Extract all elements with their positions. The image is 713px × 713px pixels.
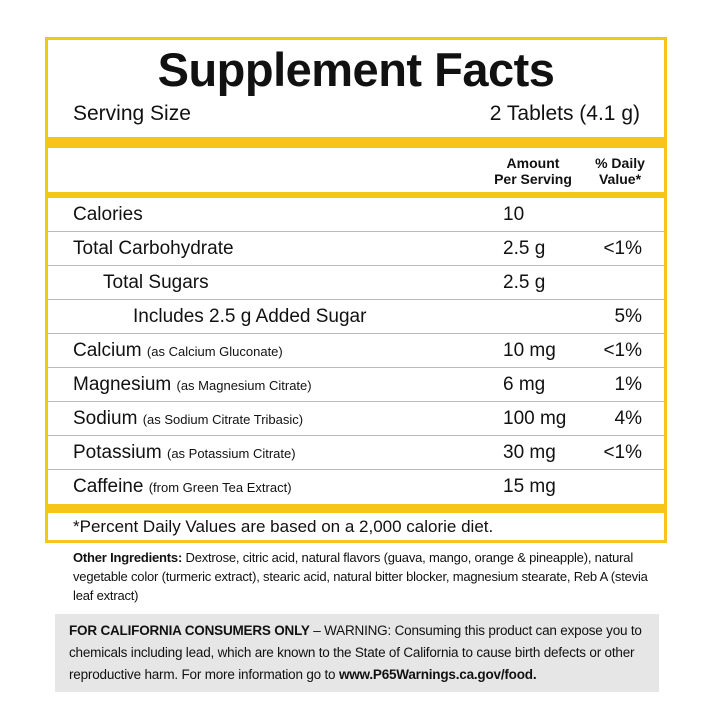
amount: 15 mg [503,476,556,497]
column-header: Amount Per Serving % Daily Value* [48,148,664,192]
daily-value: 4% [614,408,642,429]
divider-bar [48,504,664,513]
nutrient-row: Includes 2.5 g Added Sugar 5% [48,300,664,334]
nutrient-label: Includes 2.5 g Added Sugar [133,306,367,327]
warning-text: – WARNING: Consuming this product can ex… [69,623,642,682]
nutrient-name: Caffeine (from Green Tea Extract) [73,470,292,505]
nutrient-row: Total Sugars 2.5 g [48,266,664,300]
footnote: *Percent Daily Values are based on a 2,0… [73,517,494,536]
nutrient-label: Potassium [73,442,162,463]
amount: 2.5 g [503,272,546,293]
nutrient-name: Magnesium (as Magnesium Citrate) [73,368,312,403]
other-label: Other Ingredients: [73,550,183,565]
daily-value: 1% [614,374,642,395]
nutrient-label: Caffeine [73,476,144,497]
nutrient-row: Calcium (as Calcium Gluconate) 10 mg <1% [48,334,664,368]
daily-value: 5% [614,306,642,327]
nutrient-label: Calories [73,204,143,225]
amount-header: Amount Per Serving [483,155,583,187]
serving-size: Serving Size 2 Tablets (4.1 g) [48,99,664,129]
nutrient-row: Potassium (as Potassium Citrate) 30 mg <1% [48,436,664,470]
nutrient-source: (as Calcium Gluconate) [146,344,283,359]
divider-bar [48,192,664,198]
amount: 6 mg [503,374,546,395]
daily-value: <1% [603,442,642,463]
other-ingredients: Other Ingredients: Dextrose, citric acid… [73,548,653,605]
daily-value: <1% [603,238,642,259]
serving-value: 2 Tablets (4.1 g) [489,102,640,125]
nutrient-source: (from Green Tea Extract) [148,480,292,495]
nutrient-source: (as Potassium Citrate) [166,446,296,461]
header-line: Per Serving [494,171,572,187]
nutrient-name: Calories [73,198,143,232]
daily-value: <1% [603,340,642,361]
nutrient-name: Total Carbohydrate [73,232,234,266]
header-line: Value* [598,171,642,187]
nutrient-row: Caffeine (from Green Tea Extract) 15 mg [48,470,664,504]
nutrient-name: Potassium (as Potassium Citrate) [73,436,296,471]
nutrient-name: Total Sugars [103,266,209,300]
supplement-facts-panel: Supplement Facts Serving Size 2 Tablets … [45,37,667,543]
nutrient-rows: Calories 10 Total Carbohydrate 2.5 g <1% Tota… [48,198,664,504]
amount: 10 mg [503,340,556,361]
nutrient-label: Total Carbohydrate [73,238,234,259]
warning-box: FOR CALIFORNIA CONSUMERS ONLY – WARNING:… [55,614,659,692]
nutrient-name: Includes 2.5 g Added Sugar [133,300,366,334]
nutrient-row: Calories 10 [48,198,664,232]
nutrient-source: (as Magnesium Citrate) [176,378,312,393]
other-text: Dextrose, citric acid, natural flavors (… [73,550,648,603]
nutrient-source: (as Sodium Citrate Tribasic) [142,412,304,427]
nutrient-name: Sodium (as Sodium Citrate Tribasic) [73,402,303,437]
amount: 2.5 g [503,238,546,259]
title: Supplement Facts [157,43,555,96]
nutrient-label: Total Sugars [103,272,209,293]
nutrient-name: Calcium (as Calcium Gluconate) [73,334,283,369]
header-line: Amount [506,155,560,171]
warning-label: FOR CALIFORNIA CONSUMERS ONLY [69,623,310,638]
dv-header: % Daily Value* [580,155,660,187]
amount: 30 mg [503,442,556,463]
nutrient-row: Magnesium (as Magnesium Citrate) 6 mg 1% [48,368,664,402]
nutrient-row: Sodium (as Sodium Citrate Tribasic) 100 m… [48,402,664,436]
header-line: % Daily [595,155,645,171]
warning-url: www.P65Warnings.ca.gov/food. [338,667,537,682]
amount: 100 mg [503,408,567,429]
nutrient-row: Total Carbohydrate 2.5 g <1% [48,232,664,266]
nutrient-label: Magnesium [73,374,172,395]
nutrient-label: Calcium [73,340,142,361]
amount: 10 [503,204,525,225]
nutrient-label: Sodium [73,408,138,429]
serving-label: Serving Size [73,102,191,125]
divider-bar [48,137,664,148]
